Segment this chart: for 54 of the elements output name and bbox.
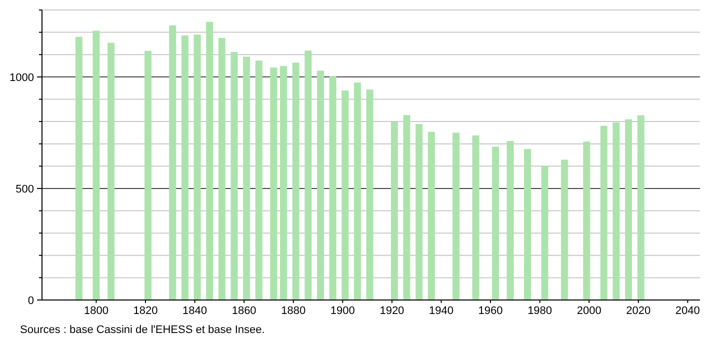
bar bbox=[144, 50, 152, 300]
bar bbox=[181, 35, 188, 300]
x-tick-label: 1960 bbox=[478, 305, 503, 317]
x-tick-label: 2000 bbox=[576, 305, 602, 317]
x-tick-label: 2040 bbox=[675, 305, 700, 317]
x-tick-label: 1900 bbox=[330, 305, 355, 317]
x-tick-label: 1880 bbox=[281, 305, 306, 317]
bar bbox=[292, 62, 300, 300]
bar bbox=[560, 160, 568, 300]
bar bbox=[428, 132, 435, 300]
bar bbox=[583, 142, 590, 300]
bar bbox=[255, 60, 262, 300]
bar bbox=[194, 34, 201, 300]
x-tick-label: 1800 bbox=[84, 305, 108, 317]
bar bbox=[354, 82, 361, 300]
x-tick-label: 1980 bbox=[528, 305, 552, 317]
y-tick-label: 0 bbox=[28, 294, 34, 307]
bar bbox=[472, 135, 480, 300]
source-note: Sources : base Cassini de l'EHESS et base Insee. bbox=[20, 324, 265, 336]
bar bbox=[270, 68, 278, 300]
bar bbox=[390, 122, 398, 300]
bar bbox=[169, 25, 176, 300]
bar bbox=[75, 36, 82, 300]
x-tick-label: 1920 bbox=[380, 305, 404, 317]
bar bbox=[612, 122, 620, 300]
bar bbox=[524, 148, 531, 300]
bar bbox=[230, 52, 238, 300]
bar bbox=[625, 119, 632, 300]
bar bbox=[492, 146, 499, 300]
bar bbox=[304, 50, 312, 300]
x-tick-label: 1820 bbox=[133, 305, 158, 317]
bar bbox=[280, 66, 288, 300]
x-tick-label: 1940 bbox=[428, 305, 454, 317]
bar bbox=[452, 132, 460, 300]
x-tick-label: 1840 bbox=[182, 305, 208, 317]
bar bbox=[416, 124, 423, 300]
bar bbox=[316, 70, 324, 300]
x-tick-label: 2020 bbox=[626, 305, 651, 317]
bar bbox=[108, 42, 115, 300]
bar bbox=[92, 30, 100, 300]
bar bbox=[342, 90, 349, 300]
bar bbox=[600, 126, 608, 300]
y-tick-label: 500 bbox=[16, 183, 34, 196]
bar bbox=[329, 76, 336, 300]
bar bbox=[541, 166, 548, 300]
bar bbox=[403, 115, 410, 300]
y-tick-label: 1000 bbox=[10, 72, 34, 84]
bar bbox=[366, 90, 374, 300]
bar bbox=[506, 140, 514, 300]
x-tick-label: 1860 bbox=[232, 305, 256, 317]
bar bbox=[218, 38, 226, 300]
bar bbox=[206, 22, 214, 300]
bar bbox=[637, 115, 644, 300]
bar bbox=[243, 56, 250, 300]
